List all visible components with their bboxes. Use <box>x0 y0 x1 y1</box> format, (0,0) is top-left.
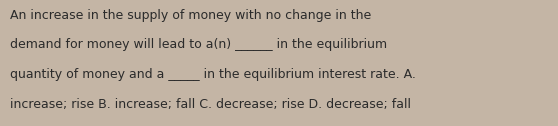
Text: demand for money will lead to a(n) ______ in the equilibrium: demand for money will lead to a(n) _____… <box>10 38 387 51</box>
Text: quantity of money and a _____ in the equilibrium interest rate. A.: quantity of money and a _____ in the equ… <box>10 68 416 81</box>
Text: increase; rise B. increase; fall C. decrease; rise D. decrease; fall: increase; rise B. increase; fall C. decr… <box>10 98 411 111</box>
Text: An increase in the supply of money with no change in the: An increase in the supply of money with … <box>10 9 371 22</box>
